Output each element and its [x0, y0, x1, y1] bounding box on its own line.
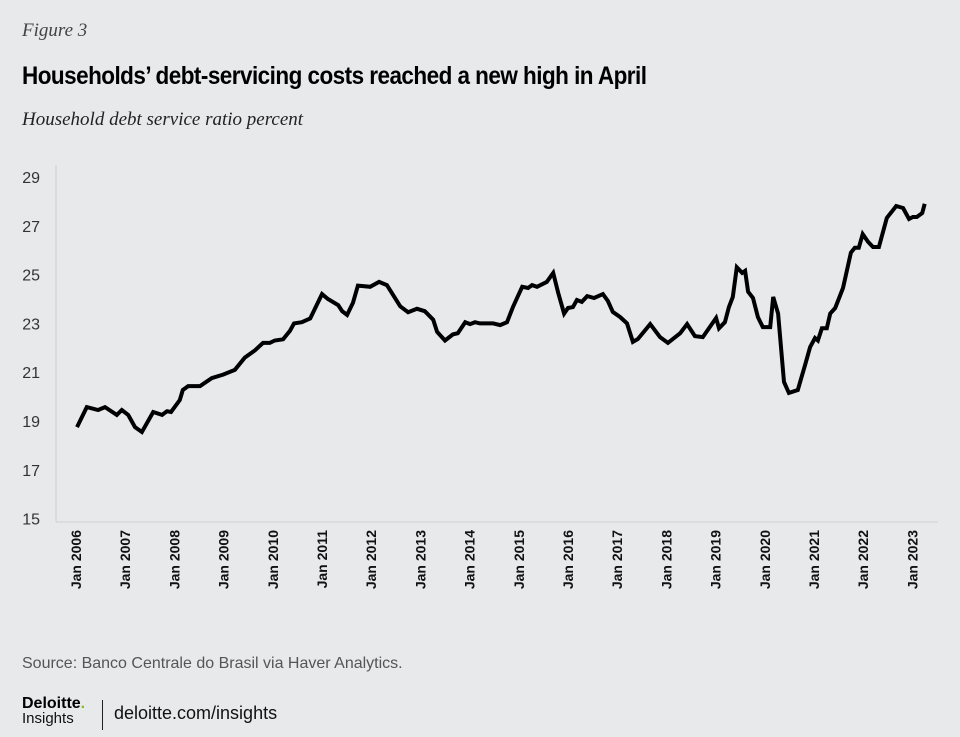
- x-tick-label: Jan 2020: [757, 530, 773, 589]
- y-tick-label: 25: [22, 268, 40, 285]
- footer-divider: [102, 700, 103, 730]
- x-tick-label: Jan 2009: [216, 530, 232, 589]
- chart-subtitle: Household debt service ratio percent: [22, 109, 304, 130]
- y-tick-label: 17: [22, 463, 40, 480]
- x-tick-label: Jan 2017: [609, 530, 625, 589]
- logo-brand: Deloitte: [22, 695, 81, 712]
- line-chart: 15 17 19 21 23 25 27 29 Jan 2006 Jan 2007 Jan 200…: [22, 165, 938, 589]
- x-tick-label: Jan 2018: [658, 530, 674, 589]
- x-tick-label: Jan 2023: [904, 530, 920, 589]
- source-note: Source: Banco Centrale do Brasil via Hav…: [22, 655, 403, 672]
- y-tick-label: 23: [22, 316, 40, 333]
- chart-title: Households’ debt-servicing costs reached…: [22, 62, 647, 90]
- y-tick-label: 15: [22, 512, 40, 529]
- x-tick-label: Jan 2013: [412, 530, 428, 589]
- x-tick-label: Jan 2011: [314, 530, 330, 589]
- y-tick-label: 29: [22, 170, 40, 187]
- y-tick-label: 19: [22, 414, 40, 431]
- y-tick-label: 21: [22, 365, 40, 382]
- y-tick-label: 27: [22, 219, 40, 236]
- logo-dot: .: [80, 695, 86, 712]
- x-tick-label: Jan 2015: [511, 530, 527, 589]
- x-tick-label: Jan 2016: [560, 530, 576, 589]
- x-tick-label: Jan 2012: [363, 530, 379, 589]
- x-tick-label: Jan 2021: [806, 530, 822, 589]
- x-tick-label: Jan 2008: [166, 530, 182, 589]
- x-tick-label: Jan 2010: [265, 530, 281, 589]
- x-tick-label: Jan 2022: [855, 530, 871, 589]
- deloitte-insights-logo: Deloitte. Insights: [22, 695, 86, 727]
- series-line-debt-service-ratio: [75, 203, 927, 435]
- x-tick-label: Jan 2014: [462, 530, 478, 589]
- logo-sub: Insights: [22, 710, 74, 727]
- x-tick-label: Jan 2019: [708, 530, 724, 589]
- figure-label: Figure 3: [22, 20, 88, 41]
- x-tick-label: Jan 2007: [117, 530, 133, 589]
- x-tick-label: Jan 2006: [68, 530, 84, 589]
- footer-url[interactable]: deloitte.com/insights: [114, 703, 278, 723]
